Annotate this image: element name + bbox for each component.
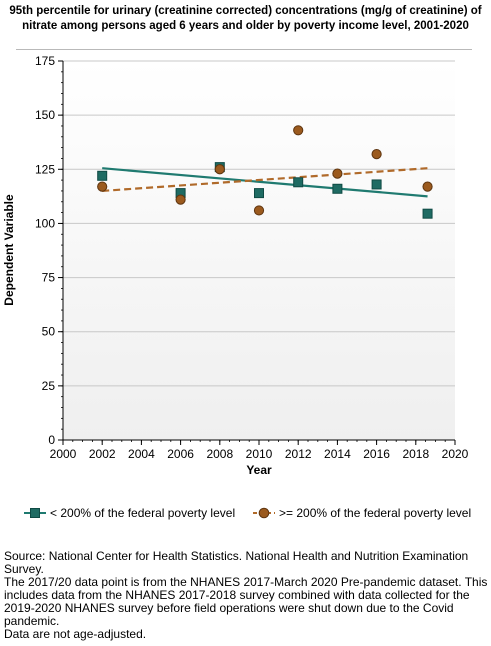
plot-background bbox=[63, 61, 455, 440]
data-point-series-1 bbox=[332, 168, 343, 179]
y-tick-label: 50 bbox=[42, 325, 56, 339]
dataset-note: The 2017/20 data point is from the NHANE… bbox=[4, 575, 488, 628]
chart-title: 95th percentile for urinary (creatinine … bbox=[9, 5, 482, 32]
source-note: Source: National Center for Health Stati… bbox=[4, 549, 469, 576]
age-adjustment-note: Data are not age-adjusted. bbox=[4, 627, 147, 641]
y-axis-label: Dependent Variable bbox=[2, 194, 16, 306]
x-tick-label: 2010 bbox=[246, 447, 273, 461]
title-divider bbox=[16, 49, 472, 50]
legend: < 200% of the federal poverty level >= 2… bbox=[0, 506, 491, 526]
x-tick-label: 2002 bbox=[89, 447, 116, 461]
legend-item-below-200[interactable]: < 200% of the federal poverty level bbox=[24, 506, 235, 520]
plot-area: 0 25 50 75 100 125 150 175 2000 2002 2004 2006 2008 2… bbox=[2, 54, 469, 477]
x-tick-label: 2000 bbox=[50, 447, 77, 461]
data-point-series-0 bbox=[293, 177, 304, 188]
data-points bbox=[97, 125, 433, 219]
x-tick-label: 2016 bbox=[363, 447, 390, 461]
y-tick-label: 125 bbox=[35, 162, 55, 176]
gridlines bbox=[63, 60, 455, 387]
data-point-series-1 bbox=[422, 181, 433, 192]
x-tick-label: 2008 bbox=[206, 447, 233, 461]
y-tick-label: 25 bbox=[42, 379, 56, 393]
trend-lines bbox=[102, 167, 428, 198]
axes: 0 25 50 75 100 125 150 175 2000 2002 2004 2006 2008 2… bbox=[35, 54, 469, 461]
y-tick-label: 0 bbox=[48, 433, 55, 447]
x-tick-label: 2012 bbox=[285, 447, 312, 461]
trend-line-series-0 bbox=[102, 167, 428, 198]
data-point-series-1 bbox=[214, 164, 225, 175]
y-tick-label: 150 bbox=[35, 108, 55, 122]
x-tick-label: 2018 bbox=[402, 447, 429, 461]
y-tick-label: 175 bbox=[35, 54, 55, 68]
x-tick-label: 2020 bbox=[442, 447, 469, 461]
data-point-series-0 bbox=[254, 188, 264, 199]
data-point-series-0 bbox=[422, 208, 433, 219]
y-tick-label: 100 bbox=[35, 216, 55, 230]
data-point-series-1 bbox=[253, 205, 265, 216]
data-point-series-0 bbox=[332, 183, 343, 194]
legend-label-above-200: >= 200% of the federal poverty level bbox=[279, 506, 472, 520]
data-point-series-1 bbox=[293, 125, 304, 136]
x-tick-label: 2014 bbox=[324, 447, 351, 461]
legend-label-below-200: < 200% of the federal poverty level bbox=[50, 506, 236, 520]
footnotes: Source: National Center for Health Stati… bbox=[4, 550, 488, 641]
legend-item-above-200[interactable]: >= 200% of the federal poverty level bbox=[253, 506, 471, 520]
data-point-series-0 bbox=[97, 170, 108, 181]
data-point-series-1 bbox=[371, 149, 382, 160]
data-point-series-1 bbox=[175, 194, 186, 205]
circle-marker-icon bbox=[253, 507, 275, 519]
x-axis-label: Year bbox=[246, 463, 272, 477]
x-tick-label: 2004 bbox=[128, 447, 155, 461]
y-tick-label: 75 bbox=[42, 271, 56, 285]
square-marker-icon bbox=[24, 507, 46, 519]
x-tick-label: 2006 bbox=[167, 447, 194, 461]
data-point-series-1 bbox=[97, 181, 108, 192]
data-point-series-0 bbox=[371, 179, 382, 190]
